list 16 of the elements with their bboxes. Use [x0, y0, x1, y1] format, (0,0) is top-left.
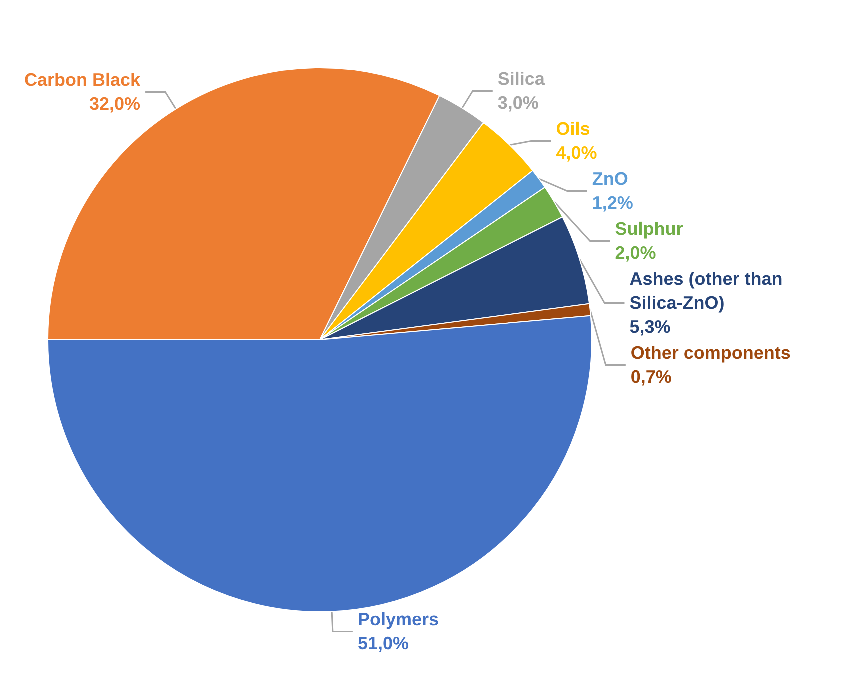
slice-label: ZnO [592, 169, 628, 190]
data-label: 3,0% [498, 93, 539, 114]
data-label: 4,0% [556, 143, 598, 164]
data-label: 51,0% [358, 634, 409, 654]
slice-label: Carbon Black [24, 70, 142, 90]
slice-label: Sulphur [615, 219, 684, 240]
slice-label: Ashes (other than Silica-ZnO) [630, 269, 788, 314]
slice-label: Silica [498, 69, 546, 90]
slice-label: Other components [630, 343, 791, 364]
data-label: 2,0% [615, 243, 656, 264]
data-label: 0,7% [630, 367, 672, 388]
slice-label: Oils [556, 119, 590, 140]
slice-label: Polymers [358, 610, 439, 630]
data-label: 5,3% [630, 317, 671, 338]
data-label: 32,0% [89, 94, 141, 114]
data-label: 1,2% [592, 193, 634, 214]
